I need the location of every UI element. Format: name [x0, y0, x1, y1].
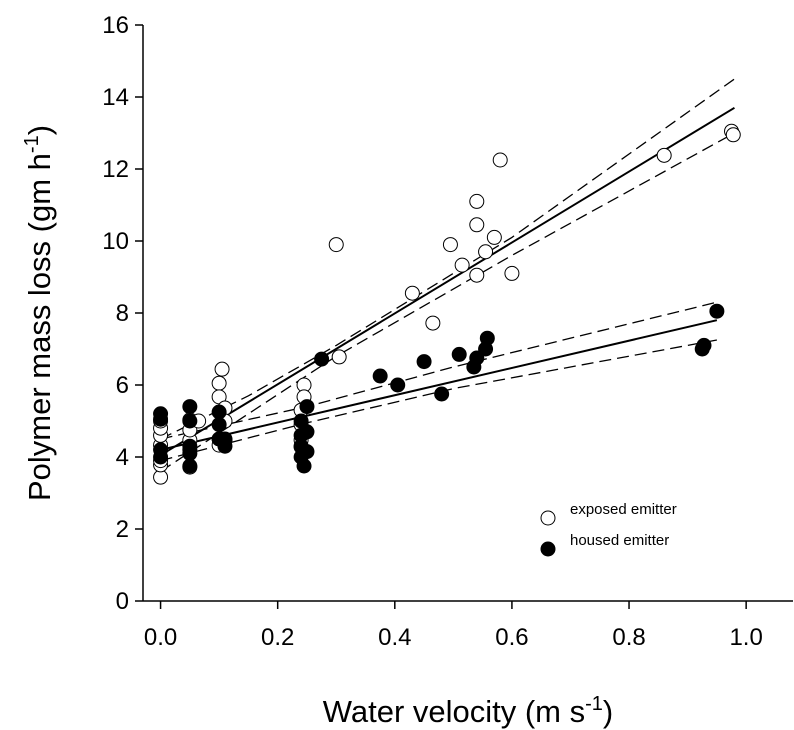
data-point — [331, 349, 347, 365]
data-point — [469, 350, 485, 366]
data-point — [296, 458, 312, 474]
y-tick-label: 2 — [116, 516, 129, 543]
data-point — [656, 147, 672, 163]
y-tick-label: 14 — [102, 84, 129, 111]
x-tick-label: 0.4 — [378, 624, 411, 651]
data-point — [725, 127, 741, 143]
legend-label: exposed emitter — [570, 501, 677, 518]
y-tick-label: 4 — [116, 444, 129, 471]
data-point — [153, 411, 169, 427]
data-point — [390, 377, 406, 393]
data-point — [492, 152, 508, 168]
y-tick-label: 16 — [102, 12, 129, 39]
data-point — [214, 361, 230, 377]
confidence-band — [160, 301, 718, 440]
data-point — [696, 337, 712, 353]
x-label-text: Water velocity (m s — [323, 694, 585, 729]
data-point — [469, 193, 485, 209]
data-point — [372, 368, 388, 384]
y-tick-label: 12 — [102, 156, 129, 183]
data-point — [442, 237, 458, 253]
x-tick-label: 1.0 — [729, 624, 762, 651]
regression-line — [160, 319, 718, 451]
confidence-band — [160, 339, 717, 462]
data-point — [217, 431, 233, 447]
data-point — [486, 229, 502, 245]
data-point — [451, 346, 467, 362]
data-point — [182, 445, 198, 461]
y-tick-label: 8 — [116, 300, 129, 327]
legend-marker — [540, 541, 556, 557]
data-point — [328, 237, 344, 253]
x-tick-label: 0.0 — [144, 624, 177, 651]
confidence-band — [160, 132, 735, 472]
data-point — [479, 330, 495, 346]
data-point — [211, 417, 227, 433]
x-tick-label: 0.6 — [495, 624, 528, 651]
data-point — [182, 399, 198, 415]
data-point — [153, 449, 169, 465]
data-point — [434, 386, 450, 402]
legend-label: housed emitter — [570, 532, 669, 549]
data-point — [504, 265, 520, 281]
data-point — [469, 217, 485, 233]
x-label-end: ) — [603, 694, 613, 729]
confidence-band — [160, 78, 735, 440]
data-point — [211, 375, 227, 391]
legend-marker — [540, 510, 556, 526]
y-axis-label: Polymer mass loss (gm h-1) — [21, 125, 57, 501]
regression-line — [160, 106, 735, 457]
y-tick-label: 0 — [116, 588, 129, 615]
data-point — [709, 303, 725, 319]
data-point — [469, 267, 485, 283]
y-label-text: Polymer mass loss (gm h — [22, 153, 57, 501]
data-point — [404, 285, 420, 301]
data-point — [314, 351, 330, 367]
data-point — [299, 399, 315, 415]
x-tick-label: 0.2 — [261, 624, 294, 651]
data-point — [425, 315, 441, 331]
data-point — [211, 404, 227, 420]
x-label-sup: -1 — [585, 693, 603, 715]
y-tick-label: 6 — [116, 372, 129, 399]
data-point — [299, 424, 315, 440]
x-tick-label: 0.8 — [612, 624, 645, 651]
data-point — [299, 444, 315, 460]
data-point — [416, 354, 432, 370]
data-point — [478, 244, 494, 260]
y-tick-label: 10 — [102, 228, 129, 255]
x-axis-label: Water velocity (m s-1) — [323, 693, 614, 729]
y-label-end: ) — [22, 125, 57, 135]
data-point — [182, 413, 198, 429]
data-point — [182, 458, 198, 474]
y-label-sup: -1 — [21, 135, 43, 153]
data-point — [454, 257, 470, 273]
